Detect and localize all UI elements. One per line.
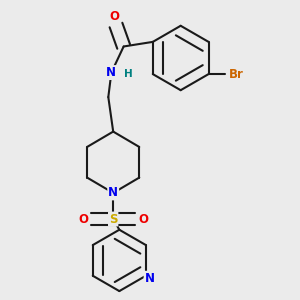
Text: Br: Br (229, 68, 244, 81)
Text: N: N (145, 272, 154, 285)
Text: H: H (124, 69, 133, 79)
Text: N: N (106, 66, 116, 79)
Text: N: N (108, 186, 118, 200)
Text: S: S (109, 212, 117, 226)
Text: O: O (138, 212, 148, 226)
Text: O: O (110, 10, 119, 23)
Text: O: O (78, 212, 88, 226)
